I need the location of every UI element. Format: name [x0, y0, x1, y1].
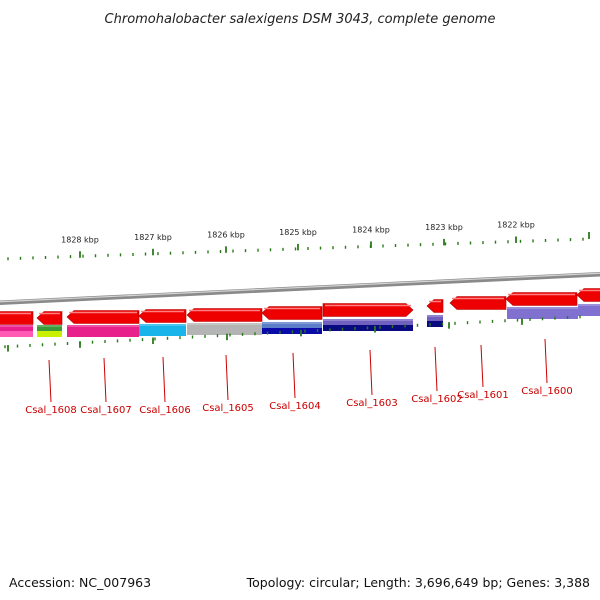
gene-arrow — [0, 311, 34, 325]
gene-arrow — [261, 306, 323, 320]
track-segment — [37, 331, 62, 337]
gene-leader-line — [544, 338, 548, 384]
track-segment — [67, 331, 139, 337]
gene-arrow — [322, 303, 414, 317]
gene-label: Csal_1603 — [346, 398, 398, 409]
genome-title: Chromohalobacter salexigens DSM 3043, co… — [105, 12, 496, 27]
gene-label: Csal_1607 — [80, 405, 132, 416]
gene-annotation: Csal_1603 — [346, 349, 398, 409]
gene-annotation: Csal_1604 — [269, 352, 321, 412]
gene-arrow — [505, 292, 578, 306]
kbp-label: 1824 kbp — [352, 225, 390, 234]
gene-leader-line — [103, 357, 107, 403]
track-segment — [67, 325, 139, 331]
genome-summary-text: Topology: circular; Length: 3,696,649 bp… — [246, 575, 590, 590]
track-segment — [187, 329, 262, 335]
genome-backbone — [0, 271, 600, 306]
scale-ticks — [7, 232, 590, 261]
gene-annotation: Csal_1601 — [457, 344, 509, 401]
gene-annotation: Csal_1608 — [25, 359, 77, 416]
gene-arrows — [0, 288, 600, 325]
track-segment — [0, 331, 33, 337]
gene-label: Csal_1606 — [139, 405, 191, 416]
gene-label: Csal_1605 — [202, 403, 254, 414]
track-segment — [427, 315, 443, 321]
accession-text: Accession: NC_007963 — [9, 575, 152, 590]
track-segment — [262, 322, 322, 328]
gene-leader-line — [369, 349, 373, 396]
kbp-label: 1822 kbp — [497, 220, 535, 229]
gene-label: Csal_1600 — [521, 386, 573, 397]
gene-label: Csal_1602 — [411, 394, 463, 405]
track-segment — [507, 313, 578, 319]
gene-arrow — [66, 310, 140, 324]
gene-label: Csal_1601 — [457, 390, 509, 401]
track-segment — [427, 321, 443, 327]
gene-leader-line — [225, 354, 229, 401]
kbp-scale-labels: 1828 kbp 1827 kbp 1826 kbp 1825 kbp 1824 kbp… — [61, 220, 535, 244]
gene-leader-line — [292, 352, 296, 399]
gene-annotation: Csal_1607 — [80, 357, 132, 416]
gene-annotation: Csal_1602 — [411, 346, 463, 405]
kbp-label: 1828 kbp — [61, 235, 99, 244]
gene-arrow — [186, 308, 263, 322]
track-segment — [37, 325, 62, 331]
gene-annotation: Csal_1600 — [521, 338, 573, 397]
track-segment — [139, 324, 186, 330]
gene-arrow — [449, 296, 507, 310]
track-segment — [0, 325, 33, 331]
track-segment — [139, 330, 186, 336]
kbp-label: 1823 kbp — [425, 223, 463, 232]
gene-arrow — [138, 309, 187, 323]
gene-annotation: Csal_1605 — [202, 354, 254, 414]
gene-label: Csal_1608 — [25, 405, 77, 416]
genome-backbone-highlight — [0, 272, 600, 303]
track-segment — [578, 310, 600, 316]
gene-leader-line — [480, 344, 484, 388]
gene-arrow — [36, 311, 63, 325]
gene-arrow — [576, 288, 600, 302]
kbp-label: 1827 kbp — [134, 233, 172, 242]
gene-leader-line — [434, 346, 438, 392]
kbp-label: 1825 kbp — [279, 228, 317, 237]
track-segment — [507, 307, 578, 313]
gene-label: Csal_1604 — [269, 401, 321, 412]
gene-annotation: Csal_1606 — [139, 356, 191, 416]
track-segment — [323, 319, 413, 325]
gene-leader-line — [48, 359, 52, 403]
kbp-label: 1826 kbp — [207, 230, 245, 239]
gene-labels: Csal_1608 Csal_1607 Csal_1606 Csal_1605 Csal… — [25, 338, 573, 416]
track-segment — [578, 304, 600, 310]
gene-arrow — [426, 299, 444, 313]
lower-scale-ticks — [4, 315, 581, 352]
track-segment — [187, 323, 262, 329]
gene-leader-line — [162, 356, 166, 403]
